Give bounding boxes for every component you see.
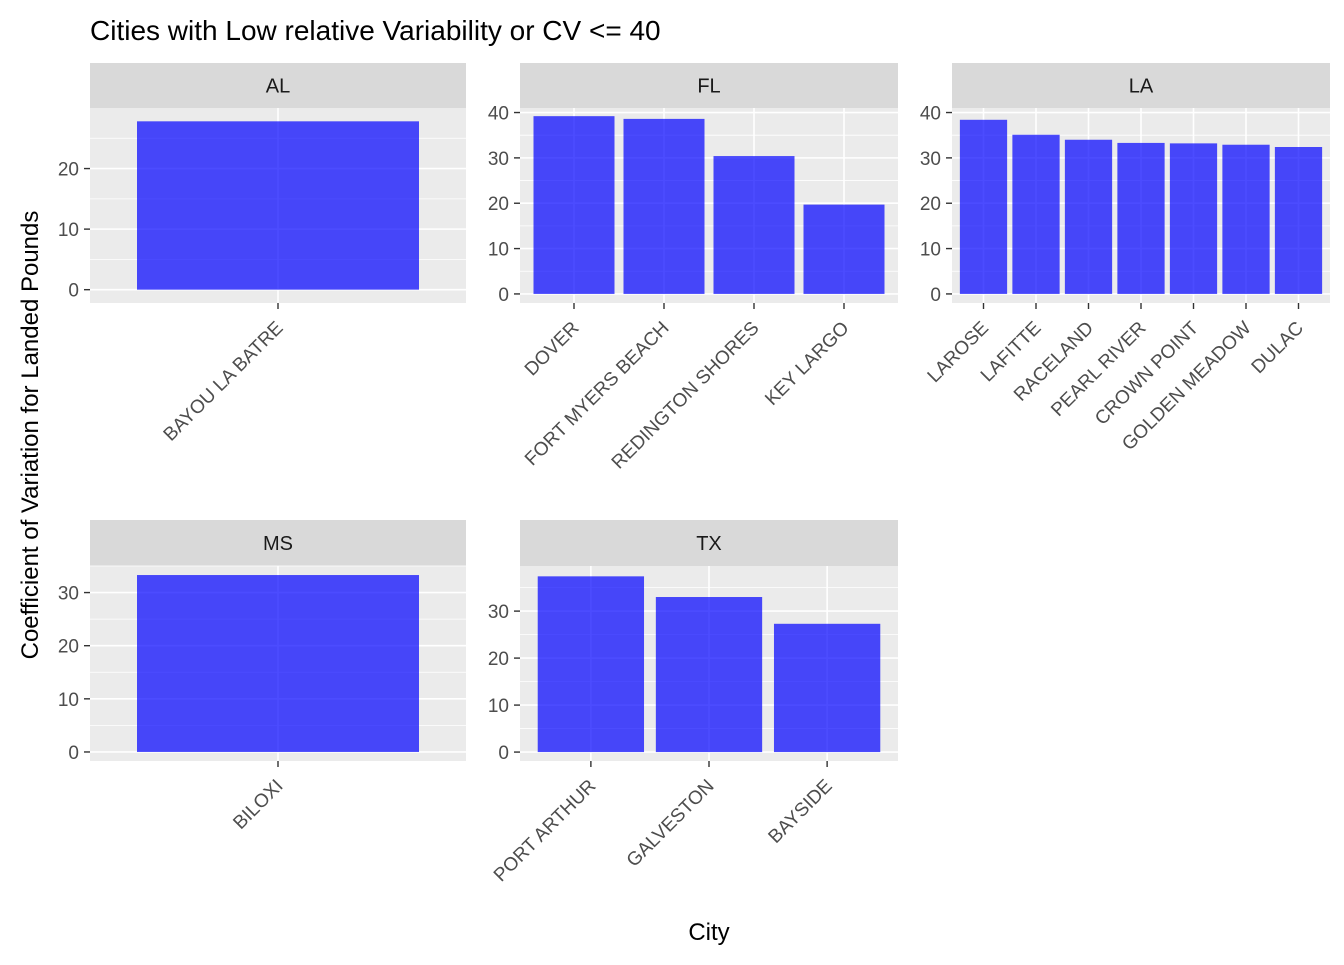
bar-bayside [773,623,881,753]
bar-golden-meadow [1222,144,1270,294]
bar-crown-point [1169,143,1218,294]
bar-dover [533,116,615,294]
x-tick-label: DULAC [1248,318,1308,378]
y-tick-label: 40 [488,104,509,125]
bar-lafitte [1012,134,1060,294]
facet-strip [90,520,466,566]
y-tick-label: 30 [488,602,509,623]
bar-port-arthur [537,576,645,753]
y-tick-label: 10 [58,220,79,241]
facet-strip-label: AL [266,76,290,98]
bar-larose [959,119,1008,294]
x-tick-label: DOVER [521,318,584,381]
facet-strip-label: FL [697,76,720,98]
facet-strip-label: LA [1129,76,1154,98]
x-tick-label: BAYSIDE [765,776,837,848]
y-tick-label: 0 [68,743,79,764]
bar-dulac [1274,147,1323,294]
y-tick-label: 20 [58,637,79,658]
bar-key-largo [803,204,885,294]
facet-panel-ms: MS 0 10 20 30 BILOXI [58,520,466,834]
chart-title: Cities with Low relative Variability or … [90,15,661,46]
y-tick-label: 10 [488,696,509,717]
y-tick-label: 30 [488,149,509,170]
facet-strip-label: MS [263,533,293,555]
facet-panel-al: AL 0 10 20 BAYOU LA BATRE [58,63,466,446]
facet-strip [520,520,898,566]
y-tick-label: 20 [488,649,509,670]
bar-fort-myers-beach [623,118,705,294]
bar-redington-shores [713,156,795,294]
x-tick-label: PEARL RIVER [1047,318,1150,421]
x-tick-label: REDINGTON SHORES [608,318,764,474]
facet-panels: AL 0 10 20 BAYOU LA BATRE FL 0 10 20 30 40 DOVERFOR… [58,63,1330,886]
y-tick-label: 0 [930,285,941,306]
bar-raceland [1064,139,1113,294]
y-tick-label: 20 [488,194,509,215]
y-tick-label: 20 [920,194,941,215]
bar-bayou-la-batre [137,121,419,290]
y-tick-label: 30 [58,584,79,605]
x-axis-label: City [688,919,729,946]
facet-strip-label: TX [696,533,722,555]
x-tick-label: BAYOU LA BATRE [160,318,288,446]
bar-pearl-river [1117,142,1165,294]
x-tick-label: FORT MYERS BEACH [521,318,673,470]
y-tick-label: 0 [68,281,79,302]
bar-biloxi [137,575,419,752]
y-tick-label: 10 [58,690,79,711]
y-tick-label: 40 [920,104,941,125]
facet-strip [520,63,898,108]
facet-strip [952,63,1330,108]
x-tick-label: PORT ARTHUR [490,776,600,886]
y-tick-label: 30 [920,149,941,170]
facet-panel-tx: TX 0 10 20 30 PORT ARTHUR GALVESTON BAYSIDE [488,520,898,886]
y-tick-label: 20 [58,160,79,181]
x-tick-label: BILOXI [229,776,287,834]
y-axis-label: Coefficient of Variation for Landed Poun… [17,211,44,660]
y-tick-label: 10 [920,240,941,261]
bar-galveston [655,597,763,753]
y-tick-label: 0 [498,743,509,764]
x-tick-label: GALVESTON [623,776,719,872]
facet-strip [90,63,466,108]
y-tick-label: 0 [498,285,509,306]
x-tick-label: KEY LARGO [761,318,853,410]
y-tick-label: 10 [488,240,509,261]
